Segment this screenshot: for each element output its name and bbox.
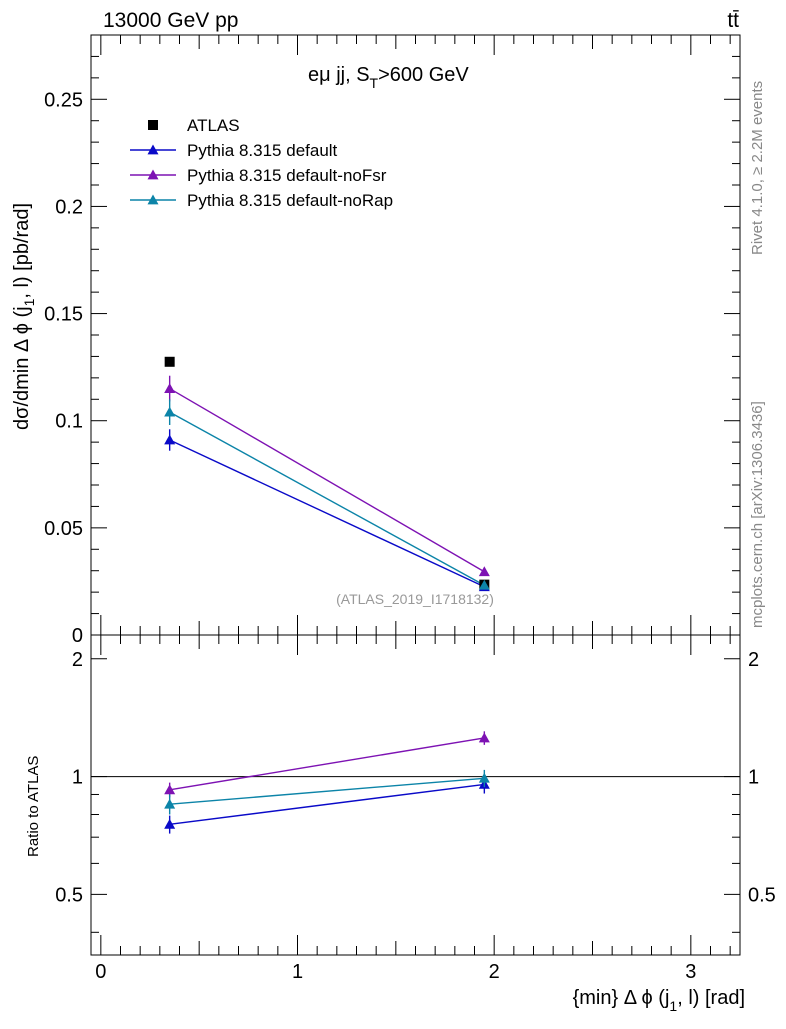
legend-label: ATLAS bbox=[187, 116, 240, 135]
series-line bbox=[169, 439, 485, 588]
xtick-label: 2 bbox=[489, 961, 500, 983]
data-point-triangle bbox=[478, 566, 490, 577]
legend-marker-triangle bbox=[147, 144, 159, 155]
ratio-series-line bbox=[169, 737, 485, 791]
ratio-panel-frame bbox=[90, 634, 741, 956]
ratio-ytick-label-left: 2 bbox=[72, 649, 83, 671]
main-ytick-label: 0.05 bbox=[44, 518, 83, 540]
legend-marker-triangle bbox=[147, 169, 159, 180]
data-point-triangle bbox=[164, 383, 176, 393]
ratio-data-point bbox=[478, 732, 490, 743]
ratio-ytick-label-left: 1 bbox=[72, 767, 83, 789]
xtick-label: 3 bbox=[685, 961, 696, 983]
x-axis-label: {min} Δ ϕ (j1, l) [rad] bbox=[573, 987, 745, 1014]
legend-label: Pythia 8.315 default-noRap bbox=[187, 191, 393, 210]
ratio-data-point bbox=[478, 772, 490, 783]
ratio-ytick-label-right: 2 bbox=[748, 649, 759, 671]
ratio-series-line bbox=[169, 783, 485, 826]
ratio-ylabel: Ratio to ATLAS bbox=[25, 756, 42, 857]
ratio-data-point bbox=[164, 784, 176, 795]
energy-label: 13000 GeV pp bbox=[103, 9, 238, 32]
legend-marker-triangle bbox=[147, 194, 159, 205]
ratio-ytick-label-right: 0.5 bbox=[748, 884, 776, 906]
ratio-series-line bbox=[169, 777, 485, 805]
ratio-data-layer bbox=[164, 731, 490, 834]
main-axis-ticks: 0 0.05 0.1 0.15 0.2 0.25 bbox=[44, 34, 740, 647]
analysis-watermark: (ATLAS_2019_I1718132) bbox=[336, 591, 494, 607]
legend-marker-square bbox=[148, 120, 158, 130]
main-ytick-label: 0.15 bbox=[44, 304, 83, 326]
ratio-axis-ticks: 0 1 2 3 0.5 0.5 1 1 2 2 bbox=[55, 635, 776, 983]
legend-label: Pythia 8.315 default-noFsr bbox=[187, 166, 387, 185]
ratio-ytick-label-left: 0.5 bbox=[55, 884, 83, 906]
main-ytick-label: 0.25 bbox=[44, 89, 83, 111]
xtick-label: 0 bbox=[95, 961, 106, 983]
series-line bbox=[169, 387, 485, 573]
main-ytick-label: 0.2 bbox=[55, 196, 83, 218]
main-title: eμ jj, ST>600 GeV bbox=[308, 64, 469, 91]
data-point-triangle bbox=[164, 434, 176, 445]
mcplots-label: mcplots.cern.ch [arXiv:1306.3436] bbox=[749, 401, 766, 628]
process-label: tt̄ bbox=[727, 9, 739, 32]
legend: ATLAS Pythia 8.315 default Pythia 8.315 de… bbox=[130, 116, 393, 210]
series-line bbox=[169, 411, 485, 586]
main-ylabel: dσ/dmin Δ ϕ (j1, l) [pb/rad] bbox=[11, 203, 37, 430]
ratio-data-point bbox=[164, 818, 176, 829]
xtick-label: 1 bbox=[292, 961, 303, 983]
ratio-data-point bbox=[164, 798, 176, 809]
main-ytick-label: 0.1 bbox=[55, 411, 83, 433]
main-ytick-label: 0 bbox=[72, 625, 83, 647]
data-point-triangle bbox=[164, 406, 176, 417]
data-point-triangle bbox=[478, 579, 490, 590]
main-data-layer bbox=[164, 356, 490, 592]
ratio-ytick-label-right: 1 bbox=[748, 767, 759, 789]
legend-label: Pythia 8.315 default bbox=[187, 141, 338, 160]
data-point-square bbox=[164, 356, 175, 367]
rivet-label: Rivet 4.1.0, ≥ 2.2M events bbox=[749, 81, 766, 255]
